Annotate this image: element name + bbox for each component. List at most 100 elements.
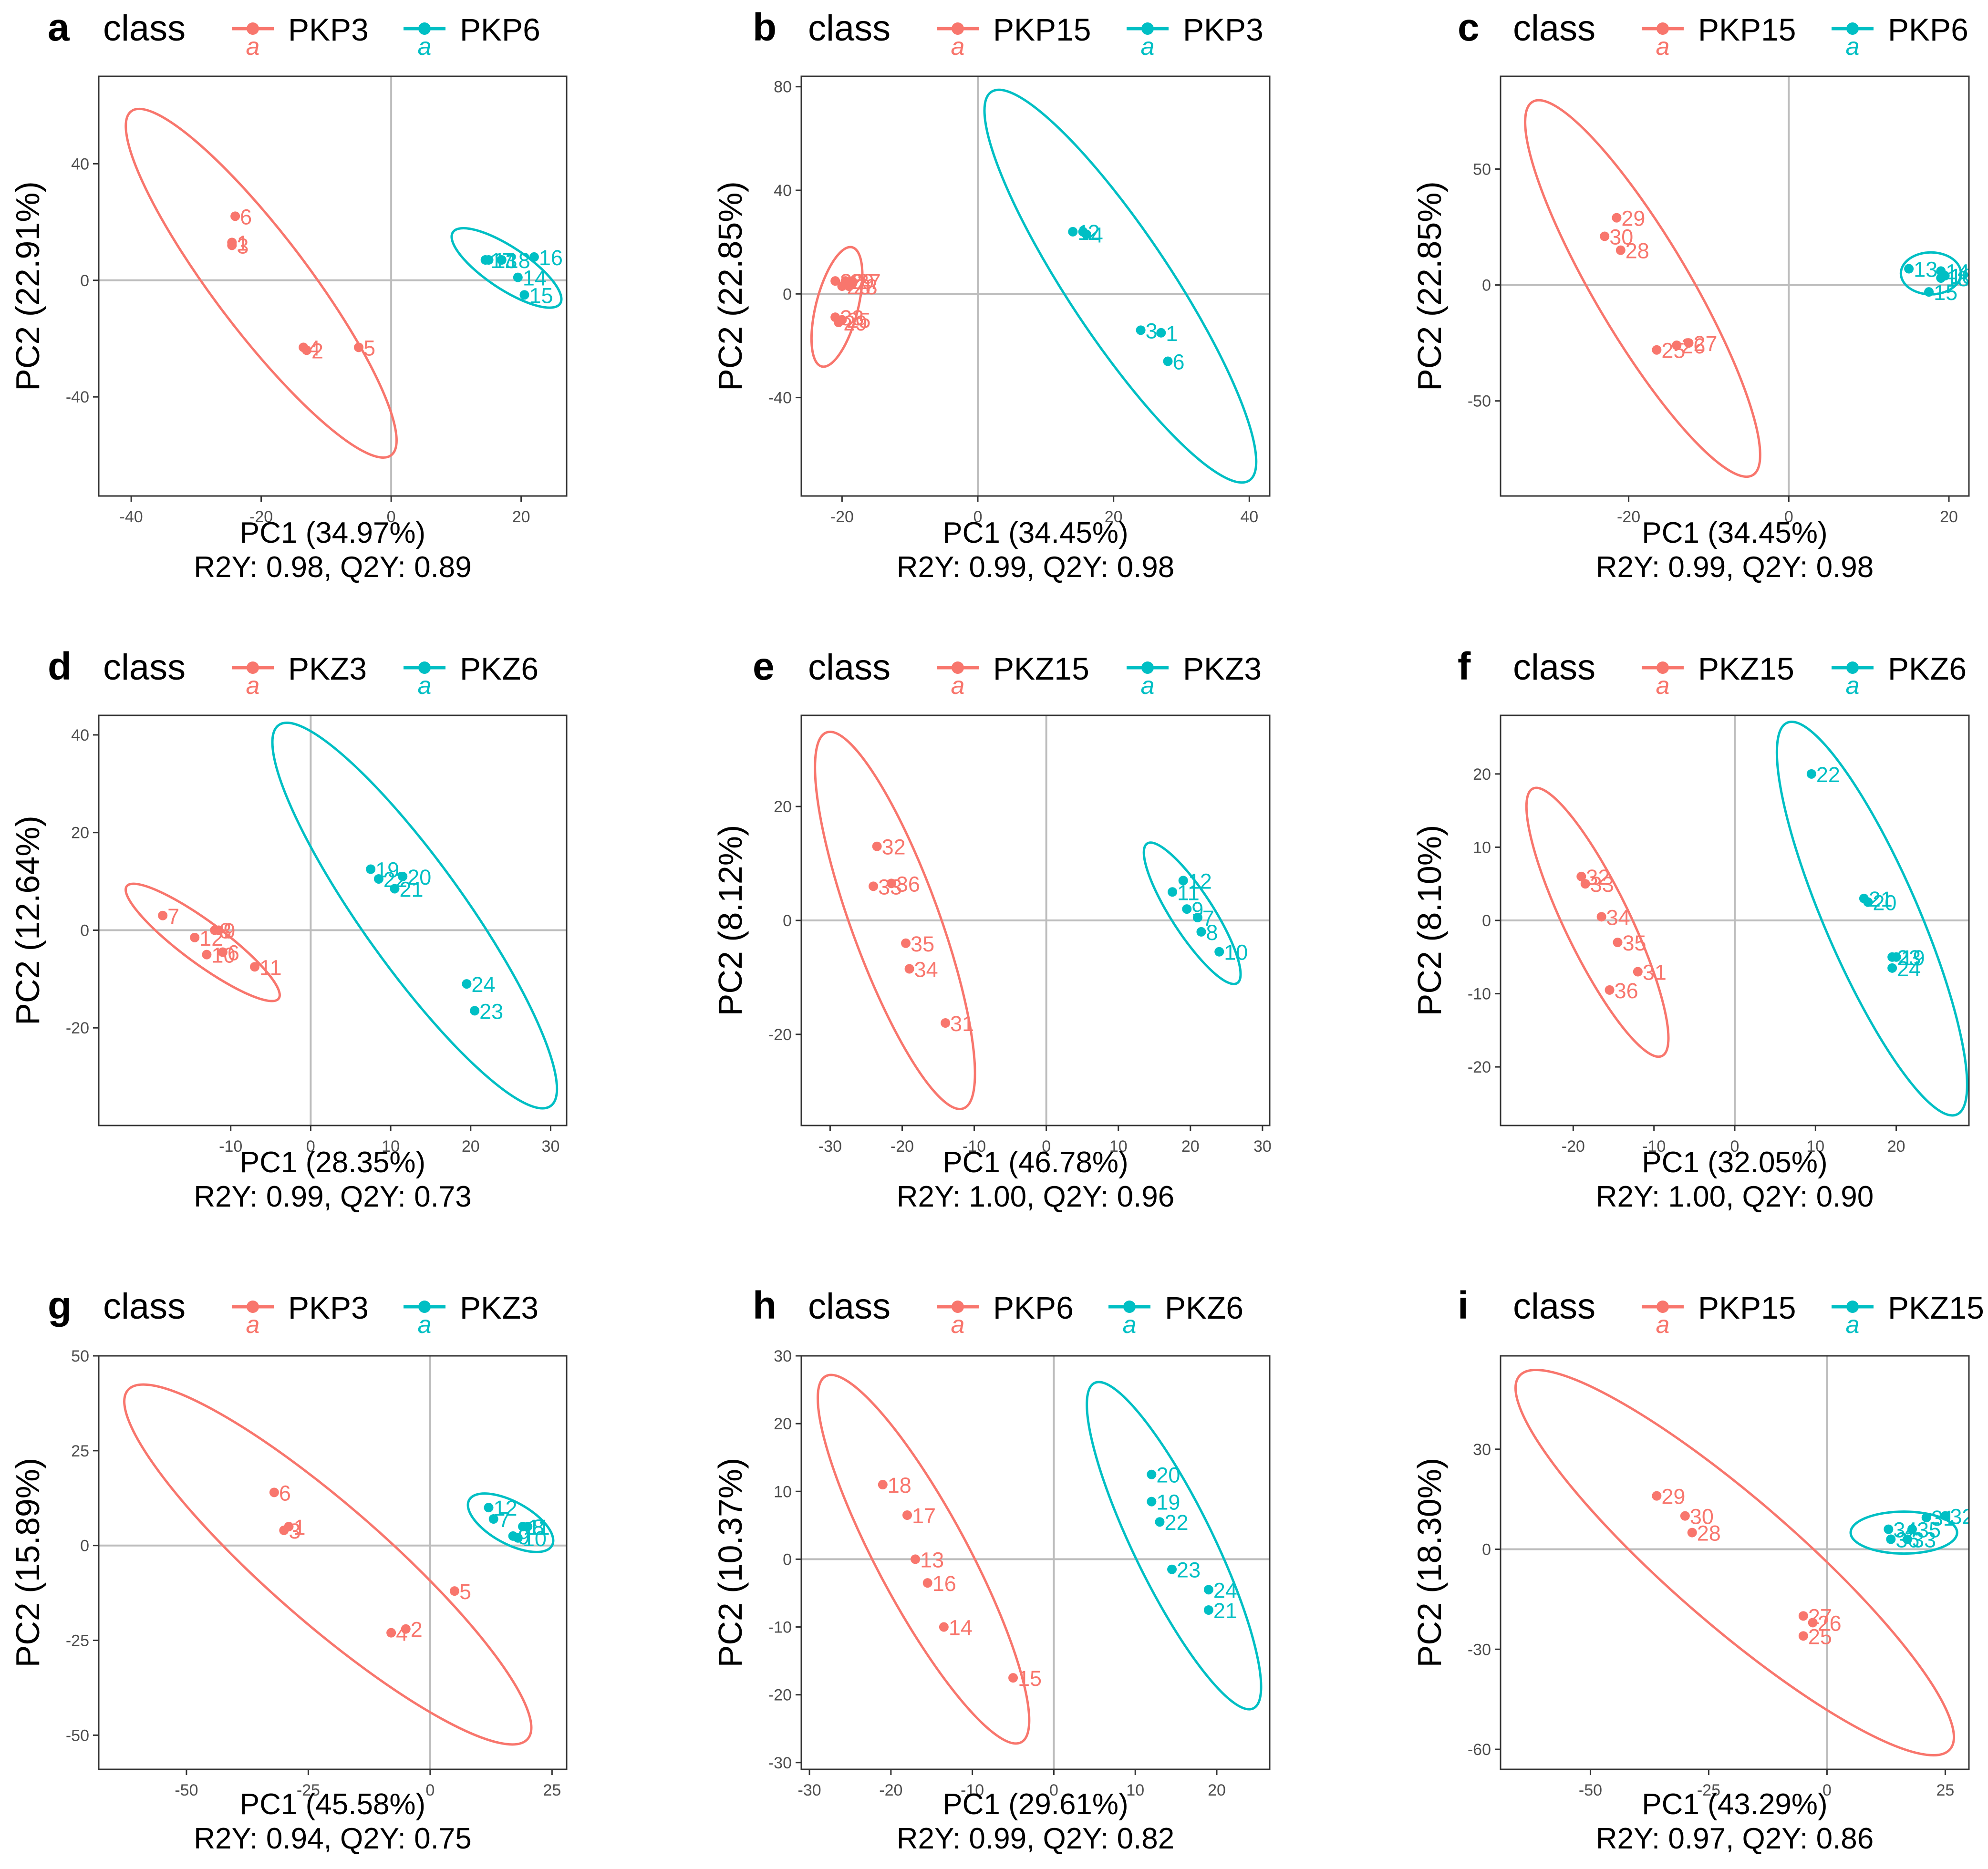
point-label: 19 [1156,1490,1180,1515]
y-tick-label: -40 [66,388,89,406]
x-tick-label: 10 [1806,1137,1824,1156]
point-label: 27 [857,269,881,294]
point-label: 7 [498,1508,510,1532]
legend-key-2: a [404,22,445,61]
legend-key-2: a [1832,661,1874,700]
data-point [1940,1511,1950,1521]
data-point [1214,947,1224,957]
x-tick-label: 10 [1109,1137,1128,1156]
y-axis-title: PC2 (8.12%) [712,825,749,1016]
ellipse-PKZ3 [1142,841,1242,985]
data-point [911,1554,921,1564]
data-point [1147,1497,1157,1507]
plot-frame [800,1355,1271,1770]
data-point [872,841,882,851]
x-axis-title: PC1 (34.45%) [942,516,1128,549]
data-point [1155,1517,1165,1527]
legend-title: class [103,8,186,49]
legend-dot [418,22,431,35]
data-point [1167,1564,1177,1574]
point-label: 2 [411,1618,423,1642]
legend-label-2: PKP3 [1183,12,1263,47]
x-tick-label: 40 [1240,508,1258,526]
x-tick-label: -40 [120,508,143,526]
legend-label-2: PKZ6 [1165,1290,1243,1325]
model-stats: R2Y: 1.00, Q2Y: 0.90 [1596,1180,1874,1213]
data-point [523,1521,533,1531]
data-point [1887,963,1897,973]
legend-dot [1657,22,1669,35]
legend-glyph: a [418,1311,432,1339]
point-label: 30 [1609,225,1633,249]
model-stats: R2Y: 0.98, Q2Y: 0.89 [194,551,472,584]
model-stats: R2Y: 1.00, Q2Y: 0.96 [897,1180,1175,1213]
data-point [1798,1631,1808,1641]
legend-dot [952,661,964,674]
x-tick-label: -50 [1579,1781,1602,1799]
data-point [1156,328,1166,338]
legend-key-1: a [1642,1301,1684,1339]
legend-glyph: a [1846,1311,1860,1339]
x-tick-label: -10 [219,1137,242,1156]
x-tick-label: 0 [425,1781,435,1799]
legend-glyph: a [246,1311,260,1339]
plot-content: 613425171318161415 [124,107,563,459]
data-point [519,290,529,300]
point-label: 16 [932,1571,956,1596]
legend-glyph: a [246,33,260,61]
point-label: 6 [240,205,252,229]
legend-glyph: a [1846,672,1860,700]
legend-title: class [103,1286,186,1327]
point-label: 29 [1621,207,1645,231]
legend-glyph: a [951,33,965,61]
y-tick-label: -30 [1468,1641,1491,1659]
model-stats: R2Y: 0.99, Q2Y: 0.98 [897,551,1175,584]
model-stats: R2Y: 0.99, Q2Y: 0.98 [1596,551,1874,584]
point-label: 23 [479,999,503,1023]
data-point [390,884,400,894]
panel-letter: g [48,1284,72,1327]
data-point [302,345,311,355]
legend-label-1: PKZ15 [1698,651,1794,686]
legend-dot [1123,1301,1136,1313]
x-tick-label: 30 [1253,1137,1272,1156]
x-tick-label: -10 [963,1137,986,1156]
legend-title: class [808,8,890,49]
point-label: 31 [950,1012,974,1036]
ellipse-PKZ6 [1086,1381,1263,1711]
y-tick-label: 20 [774,1415,792,1433]
ellipse-PKZ15 [1849,1510,1958,1555]
data-point [1580,879,1590,889]
ellipse-PKP6 [450,227,563,309]
plot-frame [98,714,568,1126]
data-point [462,979,472,989]
legend-dot [1846,1301,1859,1313]
point-label: 4 [396,1621,408,1646]
data-point [497,255,507,265]
model-stats: R2Y: 0.99, Q2Y: 0.73 [194,1180,472,1213]
data-point [1884,1524,1894,1534]
x-tick-label: 10 [382,1137,400,1156]
data-point [214,925,224,935]
legend-title: class [1513,1286,1595,1327]
x-tick-label: 0 [1042,1137,1051,1156]
legend-glyph: a [1141,33,1155,61]
ellipse-PKP15 [1514,1369,1955,1756]
data-point [1907,1524,1917,1534]
y-tick-label: 0 [783,285,792,303]
y-tick-label: 40 [71,155,89,173]
data-point [279,1525,289,1535]
legend-dot [1141,661,1154,674]
point-label: 33 [1912,1528,1936,1552]
data-point [902,1510,912,1520]
point-label: 13 [920,1548,944,1572]
point-label: 18 [888,1473,911,1497]
point-label: 15 [1018,1666,1042,1691]
point-label: 13 [1914,258,1937,282]
legend-key-1: a [937,22,979,61]
data-point [941,1018,951,1028]
data-point [1203,1605,1213,1615]
data-point [1672,340,1682,350]
